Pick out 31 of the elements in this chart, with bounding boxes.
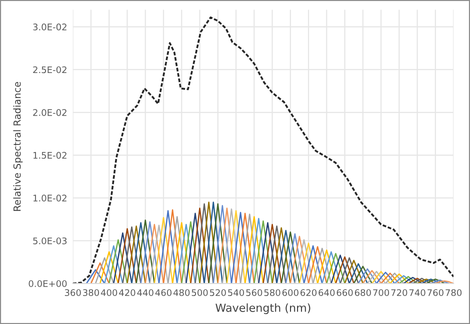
- x-tick-label: 360: [64, 289, 81, 296]
- y-tick-label: 2.0E-02: [33, 109, 66, 116]
- x-tick-label: 780: [446, 289, 462, 296]
- x-tick-label: 740: [409, 289, 426, 296]
- x-tick-label: 520: [210, 289, 226, 296]
- x-tick-label: 700: [373, 289, 390, 296]
- x-tick-label: 760: [428, 289, 444, 296]
- y-tick-label: 1.0E-02: [33, 194, 66, 202]
- x-tick-label: 560: [246, 289, 262, 296]
- x-tick-label: 640: [318, 289, 335, 296]
- y-tick-label: 3.0E-02: [33, 24, 66, 30]
- x-tick-label: 680: [354, 289, 371, 296]
- y-tick-label: 5.0E-03: [33, 237, 67, 244]
- x-tick-label: 540: [228, 289, 244, 296]
- x-tick-label: 660: [336, 289, 353, 296]
- y-tick-label: 1.5E-02: [33, 152, 66, 159]
- x-tick-label: 420: [119, 289, 136, 296]
- x-tick-label: 480: [173, 289, 190, 296]
- y-axis-title: Relative Spectral Radiance: [13, 82, 23, 211]
- y-tick-label: 0.0E+00: [28, 280, 67, 288]
- x-tick-label: 400: [100, 289, 118, 296]
- y-tick-label: 2.5E-02: [33, 66, 66, 74]
- x-tick-label: 720: [391, 289, 408, 296]
- x-tick-label: 380: [83, 289, 99, 296]
- x-tick-label: 460: [155, 289, 172, 296]
- x-tick-label: 440: [137, 289, 154, 296]
- x-axis-title: Wavelength (nm): [216, 303, 310, 314]
- x-tick-label: 620: [300, 289, 317, 296]
- x-tick-label: 580: [264, 289, 280, 296]
- x-tick-label: 500: [192, 289, 208, 296]
- x-tick-label: 600: [282, 289, 298, 296]
